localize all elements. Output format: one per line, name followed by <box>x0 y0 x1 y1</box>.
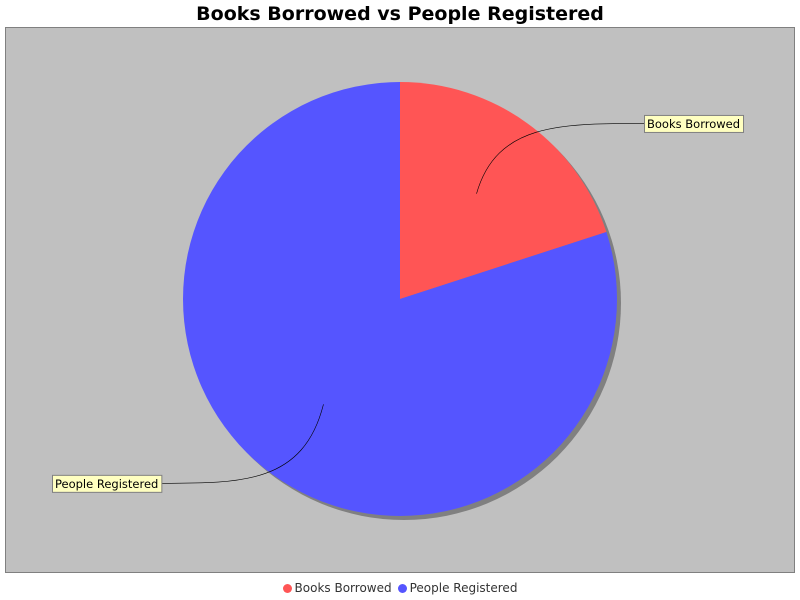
legend-label-books-borrowed: Books Borrowed <box>294 581 392 595</box>
label-connector-books-borrowed <box>476 123 645 194</box>
legend-swatch-books-borrowed <box>282 583 292 593</box>
slice-label-books-borrowed: Books Borrowed <box>647 117 740 131</box>
pie-slice-people-registered[interactable] <box>183 82 617 516</box>
legend: Books Borrowed People Registered <box>0 580 800 596</box>
legend-item-people-registered: People Registered <box>397 581 518 595</box>
legend-swatch-people-registered <box>397 583 407 593</box>
slice-label-people-registered: People Registered <box>55 477 158 491</box>
slice-label-box-books-borrowed <box>644 114 745 133</box>
chart-title: Books Borrowed vs People Registered <box>196 3 604 25</box>
label-connector-people-registered <box>161 404 324 484</box>
legend-item-books-borrowed: Books Borrowed <box>282 581 392 595</box>
pie-slice-books-borrowed[interactable] <box>400 82 607 299</box>
slice-labels: Books Borrowed People Registered <box>52 114 745 493</box>
pie-slices <box>183 82 617 516</box>
legend-label-people-registered: People Registered <box>409 581 518 595</box>
slice-label-box-people-registered <box>52 474 163 493</box>
